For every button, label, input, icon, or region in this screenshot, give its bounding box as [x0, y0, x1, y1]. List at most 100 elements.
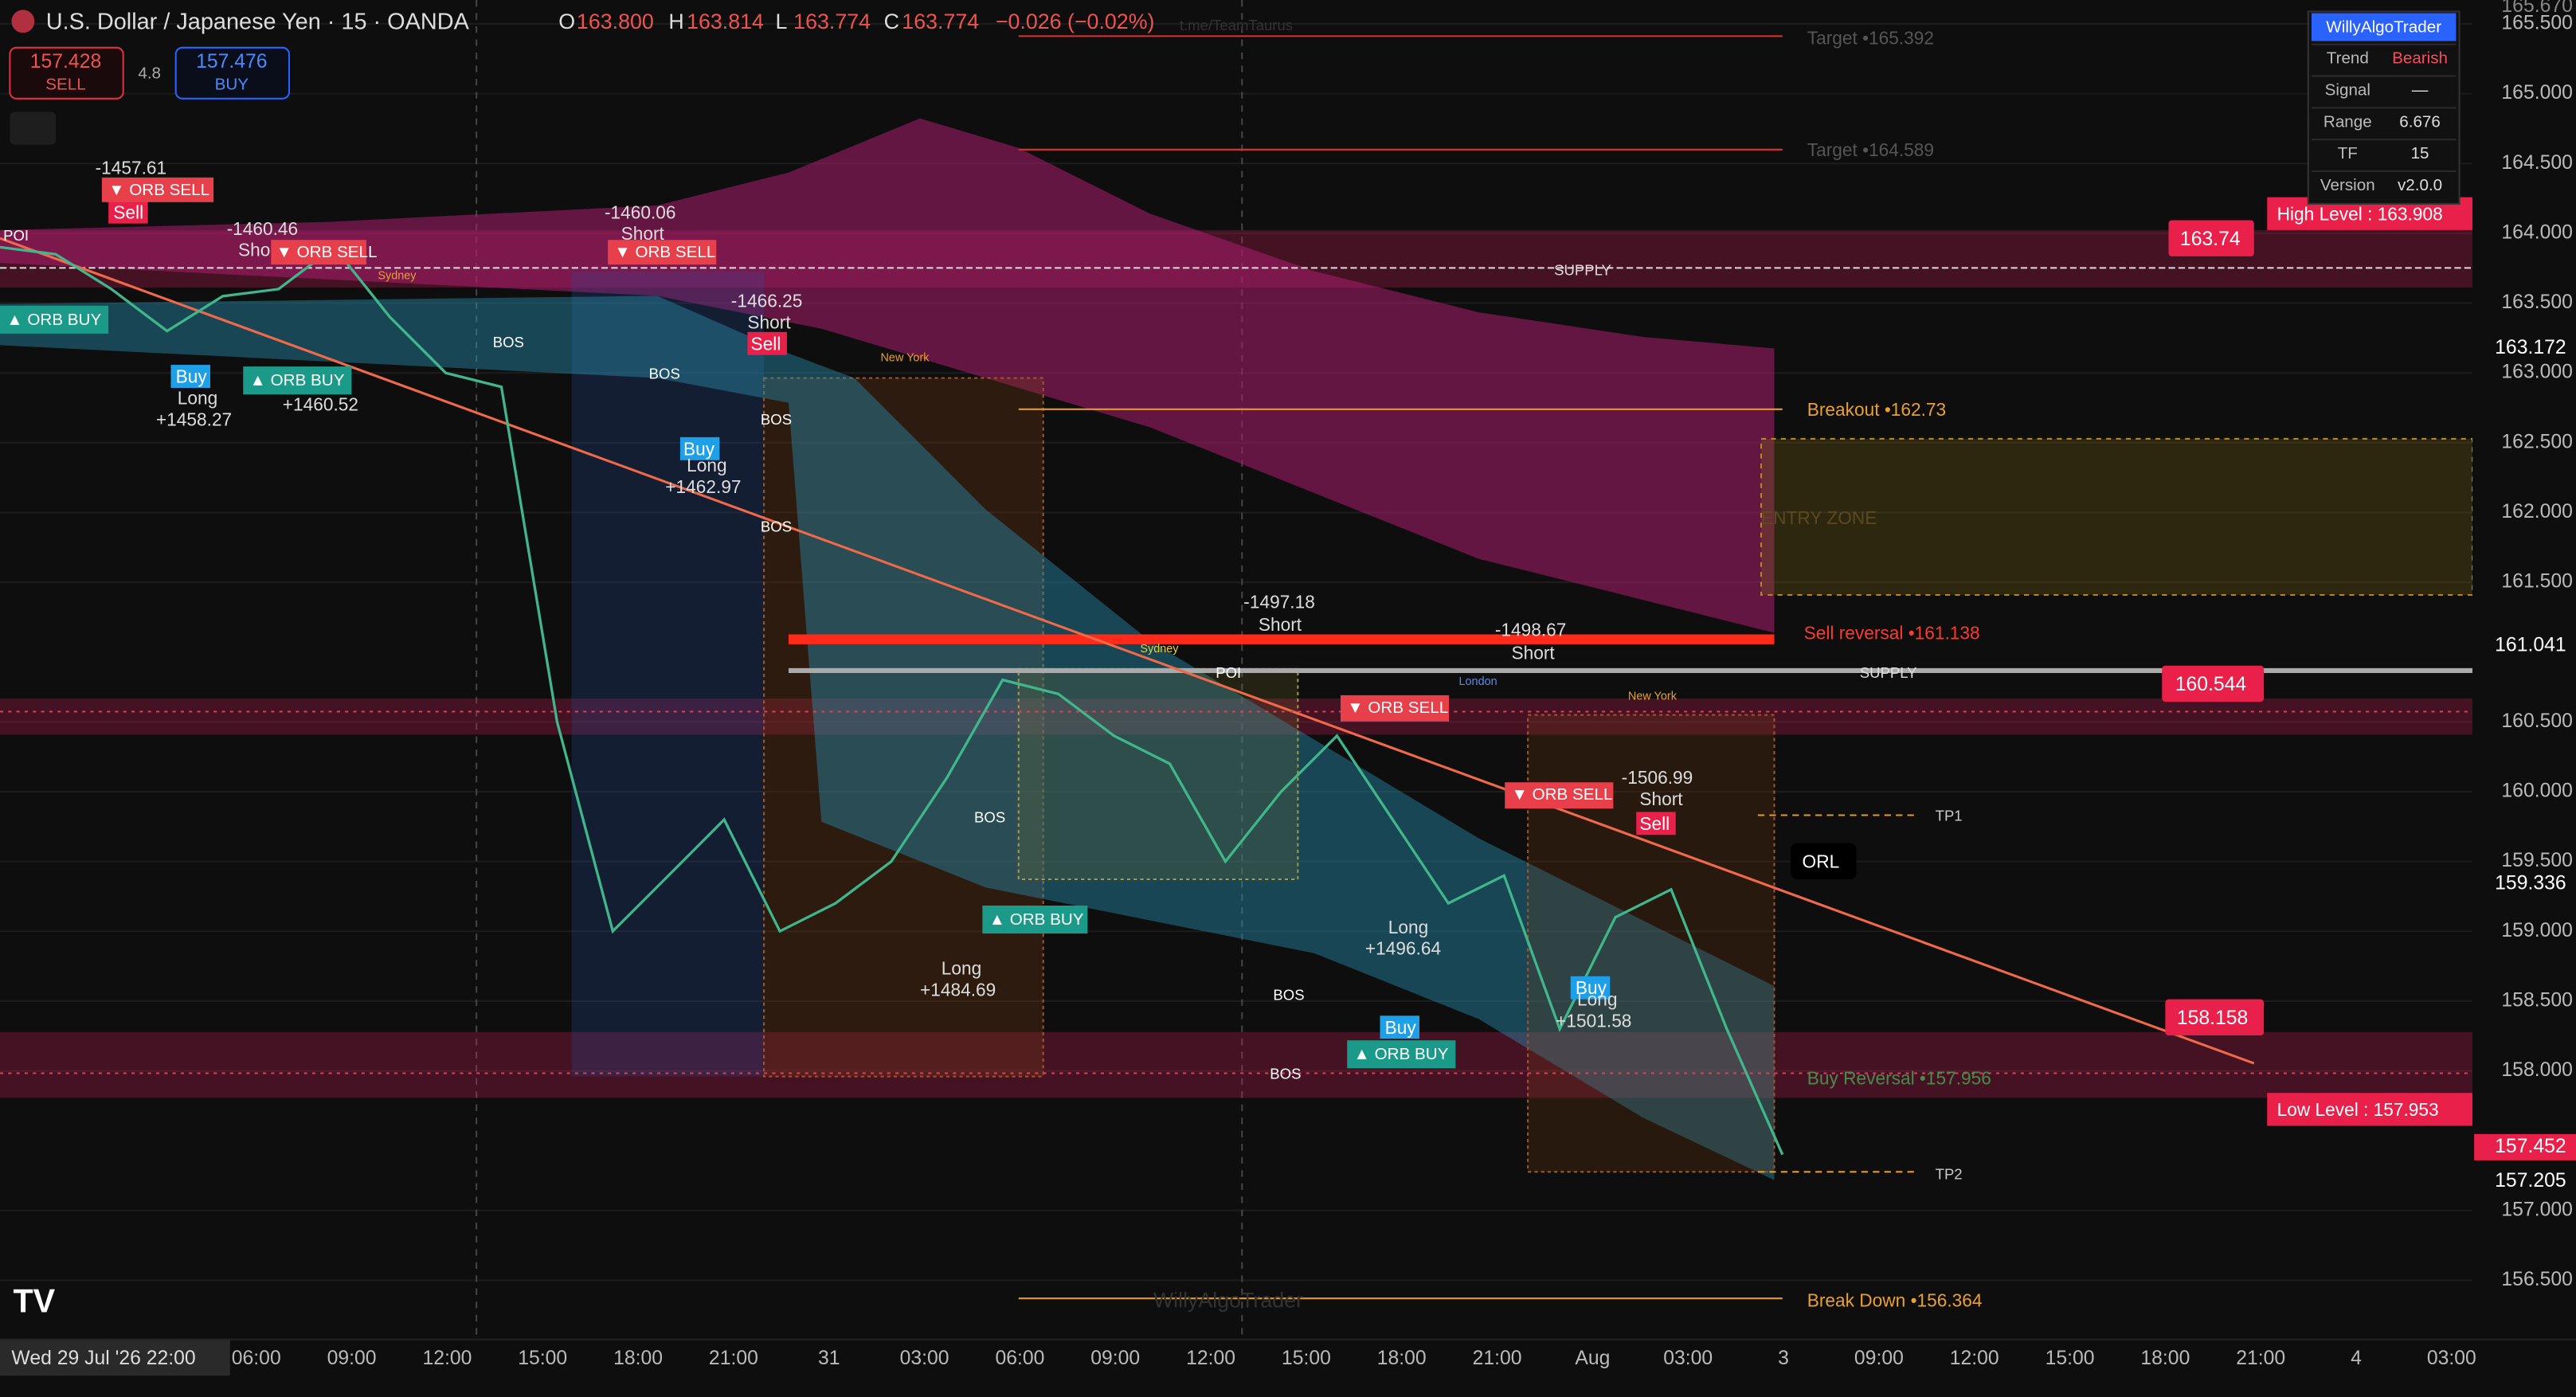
level-label: Buy Reversal •157.956 [1807, 1068, 1991, 1089]
poi: POI [1216, 664, 1241, 681]
buy-label: Buy [1385, 1017, 1417, 1038]
signal-side: Long [1577, 989, 1617, 1010]
price-tick-label: 160.500 [2501, 710, 2572, 732]
session-box [1017, 667, 1299, 881]
level-label: ORL [1803, 851, 1840, 871]
price-badge [2474, 1168, 2576, 1195]
buy-label: Buy [176, 366, 208, 387]
flag-icon [11, 10, 35, 33]
logo: TV [14, 1282, 56, 1319]
buy-label: BUY [215, 76, 249, 94]
symbol: U.S. Dollar / Japanese Yen · 15 · OANDA [46, 10, 470, 35]
orb-label: ▼ ORB SELL [276, 243, 378, 261]
cloud [0, 118, 1775, 633]
orb-badge [608, 240, 717, 265]
time-tick-label: 15:00 [1282, 1348, 1331, 1369]
signal-side: Short [1511, 642, 1555, 663]
buy-label: Buy [683, 438, 715, 459]
tag-label: 160.544 [2175, 674, 2247, 695]
panel-value: Bearish [2392, 49, 2448, 68]
time-tick-label: 18:00 [1377, 1348, 1427, 1369]
orb-badge [271, 240, 366, 265]
time-tick-label: 03:00 [2427, 1348, 2476, 1369]
ohlc-label: C [884, 10, 899, 33]
buy-button[interactable] [174, 46, 291, 100]
signal-side: Long [178, 387, 217, 408]
tag [2168, 220, 2254, 256]
time-tick-label: 31 [818, 1348, 840, 1369]
sell-marker [1636, 812, 1676, 835]
signal-value: -1497.18 [1243, 591, 1315, 612]
time-tick-label: 4 [2351, 1348, 2362, 1369]
session-label: London [1459, 675, 1497, 688]
bos: BOS [974, 809, 1005, 826]
level-badge [2267, 1093, 2473, 1126]
panel-key: Signal [2325, 81, 2370, 100]
header: U.S. Dollar / Japanese Yen · 15 · OANDA … [9, 10, 1293, 145]
price-tick-label: 159.500 [2501, 850, 2572, 871]
level-label: Low Level : 157.953 [2277, 1099, 2439, 1120]
price-badge [2474, 335, 2576, 362]
time-tick-label: 21:00 [2236, 1348, 2285, 1369]
zone [0, 698, 2473, 735]
buy-marker [679, 436, 720, 460]
orb-label: ▲ ORB BUY [989, 910, 1084, 929]
time-tick-label: 12:00 [1186, 1348, 1235, 1369]
sell-button[interactable] [9, 46, 124, 100]
signal-value: +1501.58 [1556, 1011, 1631, 1031]
orb-label: ▼ ORB SELL [1511, 785, 1612, 804]
signal-side: Long [1388, 917, 1428, 937]
panel-key: Trend [2327, 49, 2369, 68]
cursor-bg [0, 1339, 230, 1376]
session-label: New York [1628, 691, 1678, 703]
time-tick-label: 03:00 [1663, 1348, 1713, 1369]
panel-value: — [2412, 81, 2429, 100]
level-label: SUPPLY [1554, 261, 1611, 278]
sell-label: Sell [113, 202, 143, 222]
orb-label: ▲ ORB BUY [1354, 1045, 1449, 1063]
panel-key: Version [2320, 176, 2375, 194]
ohlc-value: 163.774 [902, 10, 979, 33]
panel-value: 15 [2411, 144, 2429, 162]
collapse-button[interactable] [10, 112, 57, 145]
time-tick-label: 18:00 [2140, 1348, 2190, 1369]
price-badge [2474, 871, 2576, 898]
time-tick-label: 03:00 [900, 1348, 949, 1369]
time-tick-label: 09:00 [327, 1348, 377, 1369]
panel-key: TF [2338, 144, 2358, 162]
time-tick-label: 12:00 [422, 1348, 472, 1369]
price-tick-label: 165.500 [2501, 12, 2572, 33]
bos: BOS [1273, 986, 1304, 1003]
signals: -1457.61 Short Sell -1460.46 Short -1460… [0, 158, 1693, 1082]
panel-title: WillyAlgoTrader [2326, 18, 2441, 37]
session-label: Sydney [378, 269, 417, 282]
session-box [571, 271, 765, 1077]
ohlc-label: O [558, 10, 575, 33]
price-badge [2474, 632, 2576, 659]
signal-side: Short [747, 312, 791, 333]
price-line [0, 245, 1784, 1156]
signal-value: -1460.06 [605, 202, 676, 222]
orb-badge [1505, 782, 1614, 809]
bos: BOS [761, 518, 792, 534]
sell-label: Sell [1639, 813, 1670, 834]
ohlc-value: 163.774 [793, 10, 871, 33]
price-tick-label: 160.000 [2501, 781, 2572, 802]
signal-side: Long [687, 455, 726, 475]
tag [2165, 999, 2265, 1036]
levels: Target •165.392 Target •164.589 Breakout… [3, 28, 2473, 1312]
orb-label: ▼ ORB SELL [1347, 698, 1448, 717]
buy-marker [170, 365, 210, 388]
buy-price: 157.476 [196, 51, 267, 72]
entry-zone [1760, 437, 2474, 597]
panel-value: 6.676 [2399, 112, 2441, 131]
poi: POI [3, 227, 29, 244]
signal-value: +1484.69 [920, 979, 996, 1000]
signal-value: -1498.67 [1495, 619, 1567, 640]
panel-title-bg [2311, 13, 2457, 41]
level-label: SUPPLY [1860, 664, 1917, 681]
price-tick-label: 164.500 [2501, 152, 2572, 174]
signal-side: Short [1639, 789, 1683, 809]
ohlc-value: 163.814 [687, 10, 764, 33]
time-tick-label: 09:00 [1854, 1348, 1904, 1369]
